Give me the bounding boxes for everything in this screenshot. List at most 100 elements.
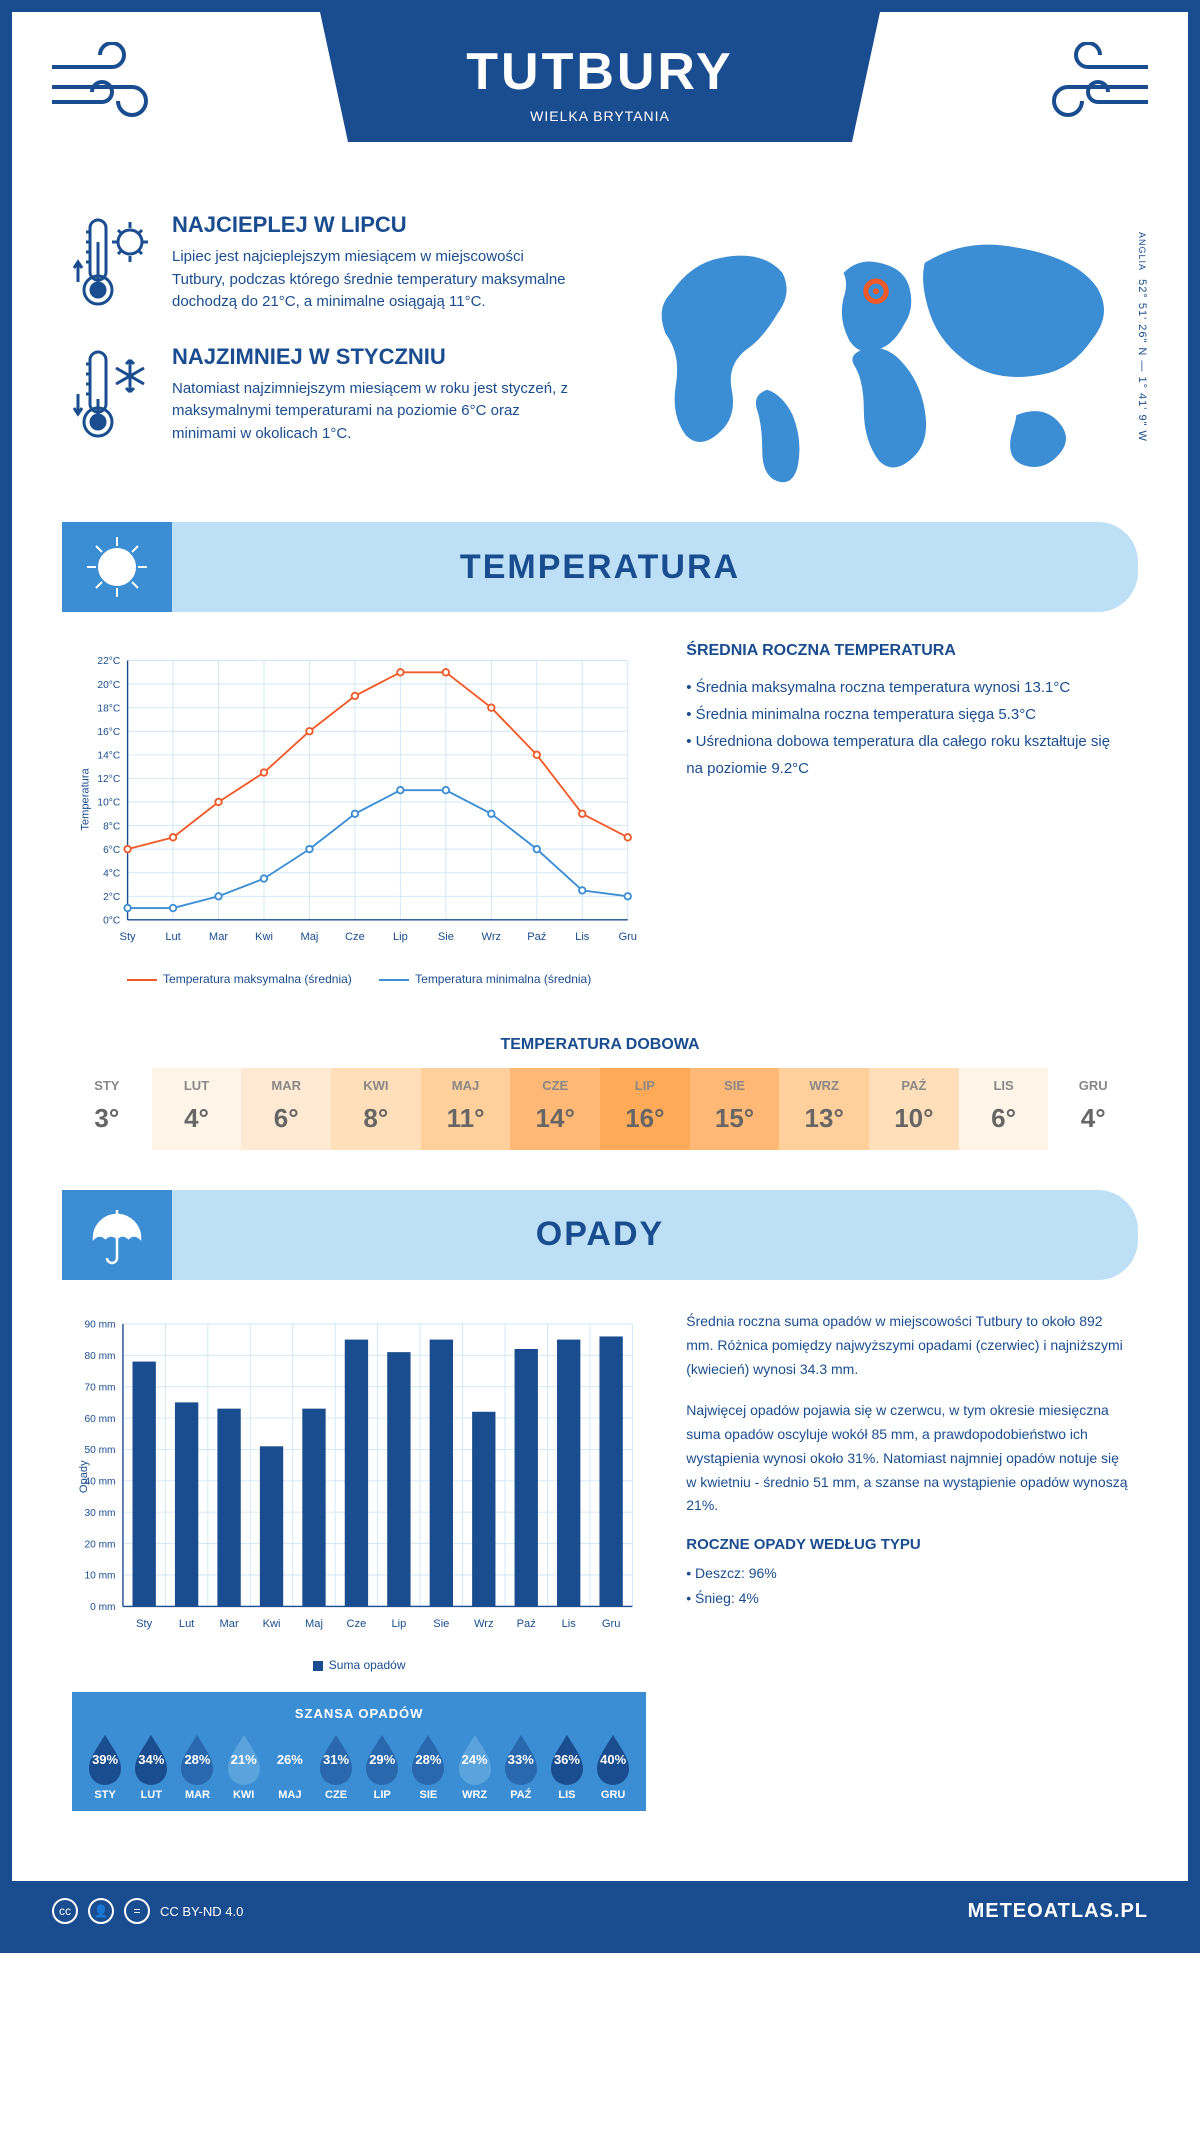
- daily-temp-cell: GRU4°: [1048, 1068, 1138, 1150]
- daily-temp-cell: LUT4°: [152, 1068, 242, 1150]
- daily-temp-title: TEMPERATURA DOBOWA: [12, 1036, 1188, 1054]
- warmest-text: Lipiec jest najcieplejszym miesiącem w m…: [172, 246, 580, 314]
- svg-text:Cze: Cze: [347, 1618, 367, 1630]
- rain-chance-drop: 36%LIS: [544, 1731, 590, 1801]
- warmest-title: NAJCIEPLEJ W LIPCU: [172, 212, 580, 238]
- wind-icon: [1018, 42, 1158, 122]
- svg-text:Mar: Mar: [209, 931, 228, 943]
- svg-text:Maj: Maj: [301, 931, 319, 943]
- svg-text:18°C: 18°C: [97, 703, 120, 714]
- temp-avg-info: ŚREDNIA ROCZNA TEMPERATURA • Średnia mak…: [686, 642, 1128, 986]
- page-title: TUTBURY: [320, 42, 880, 102]
- svg-text:Sty: Sty: [120, 931, 136, 943]
- infographic-frame: TUTBURY WIELKA BRYTANIA NAJCIEPLEJ W LIP…: [0, 0, 1200, 1953]
- daily-temp-cell: CZE14°: [510, 1068, 600, 1150]
- daily-temp-cell: SIE15°: [690, 1068, 780, 1150]
- svg-text:Gru: Gru: [602, 1618, 621, 1630]
- cc-icon: cc: [52, 1898, 78, 1924]
- daily-temp-cell: MAR6°: [241, 1068, 331, 1150]
- svg-text:Mar: Mar: [220, 1618, 239, 1630]
- precipitation-bar-chart: 0 mm10 mm20 mm30 mm40 mm50 mm60 mm70 mm8…: [72, 1310, 646, 1643]
- svg-text:Opady: Opady: [78, 1460, 90, 1493]
- world-map: [620, 212, 1128, 492]
- svg-text:Lut: Lut: [165, 931, 180, 943]
- rain-chance-drop: 33%PAŹ: [498, 1731, 544, 1801]
- svg-text:Maj: Maj: [305, 1618, 323, 1630]
- svg-text:Paź: Paź: [527, 931, 546, 943]
- daily-temp-cell: STY3°: [62, 1068, 152, 1150]
- temperature-line-chart: 0°C2°C4°C6°C8°C10°C12°C14°C16°C18°C20°C2…: [72, 642, 646, 957]
- rain-chance-drop: 24%WRZ: [452, 1731, 498, 1801]
- precipitation-title: OPADY: [536, 1215, 664, 1254]
- wind-icon: [42, 42, 182, 122]
- svg-text:20 mm: 20 mm: [84, 1539, 115, 1550]
- svg-text:30 mm: 30 mm: [84, 1508, 115, 1519]
- svg-text:50 mm: 50 mm: [84, 1445, 115, 1456]
- warmest-block: NAJCIEPLEJ W LIPCU Lipiec jest najcieple…: [72, 212, 580, 314]
- site-name: METEOATLAS.PL: [968, 1900, 1148, 1923]
- rain-chance-drop: 29%LIP: [359, 1731, 405, 1801]
- precip-by-type: ROCZNE OPADY WEDŁUG TYPU • Deszcz: 96% •…: [686, 1536, 1128, 1611]
- svg-text:60 mm: 60 mm: [84, 1414, 115, 1425]
- svg-text:0°C: 0°C: [103, 916, 120, 927]
- daily-temp-cell: WRZ13°: [779, 1068, 869, 1150]
- svg-text:Kwi: Kwi: [255, 931, 273, 943]
- thermometer-cold-icon: [72, 344, 152, 444]
- svg-text:4°C: 4°C: [103, 868, 120, 879]
- svg-text:10 mm: 10 mm: [84, 1571, 115, 1582]
- svg-text:Cze: Cze: [345, 931, 365, 943]
- svg-text:80 mm: 80 mm: [84, 1351, 115, 1362]
- temperature-header: TEMPERATURA: [62, 522, 1138, 612]
- precip-info: Średnia roczna suma opadów w miejscowośc…: [686, 1310, 1128, 1831]
- daily-temp-cell: PAŹ10°: [869, 1068, 959, 1150]
- svg-text:6°C: 6°C: [103, 845, 120, 856]
- svg-text:Sie: Sie: [438, 931, 454, 943]
- rain-chance-box: SZANSA OPADÓW 39%STY34%LUT28%MAR21%KWI26…: [72, 1692, 646, 1811]
- rain-chance-drop: 21%KWI: [221, 1731, 267, 1801]
- precip-legend: Suma opadów: [72, 1658, 646, 1672]
- page-subtitle: WIELKA BRYTANIA: [320, 108, 880, 124]
- svg-text:70 mm: 70 mm: [84, 1382, 115, 1393]
- temp-legend: Temperatura maksymalna (średnia) Tempera…: [72, 972, 646, 986]
- svg-text:Lut: Lut: [179, 1618, 194, 1630]
- rain-chance-drop: 26%MAJ: [267, 1731, 313, 1801]
- svg-text:14°C: 14°C: [97, 751, 120, 762]
- sun-icon: [62, 522, 172, 612]
- svg-text:Sty: Sty: [136, 1618, 152, 1630]
- header: TUTBURY WIELKA BRYTANIA: [12, 12, 1188, 182]
- svg-text:90 mm: 90 mm: [84, 1320, 115, 1331]
- svg-text:Paź: Paź: [517, 1618, 536, 1630]
- daily-temp-cell: LIP16°: [600, 1068, 690, 1150]
- rain-chance-drop: 39%STY: [82, 1731, 128, 1801]
- svg-text:8°C: 8°C: [103, 821, 120, 832]
- thermometer-hot-icon: [72, 212, 152, 312]
- svg-text:Wrz: Wrz: [474, 1618, 494, 1630]
- svg-text:Lip: Lip: [393, 931, 408, 943]
- rain-chance-drop: 31%CZE: [313, 1731, 359, 1801]
- coldest-title: NAJZIMNIEJ W STYCZNIU: [172, 344, 580, 370]
- umbrella-icon: [62, 1190, 172, 1280]
- svg-text:Lip: Lip: [391, 1618, 406, 1630]
- precipitation-chart-row: 0 mm10 mm20 mm30 mm40 mm50 mm60 mm70 mm8…: [12, 1280, 1188, 1861]
- rain-chance-drop: 28%MAR: [174, 1731, 220, 1801]
- svg-text:10°C: 10°C: [97, 798, 120, 809]
- svg-text:Lis: Lis: [562, 1618, 577, 1630]
- rain-chance-drop: 28%SIE: [405, 1731, 451, 1801]
- intro-section: NAJCIEPLEJ W LIPCU Lipiec jest najcieple…: [12, 182, 1188, 522]
- svg-text:12°C: 12°C: [97, 774, 120, 785]
- svg-text:Gru: Gru: [618, 931, 637, 943]
- rain-chance-drop: 34%LUT: [128, 1731, 174, 1801]
- title-banner: TUTBURY WIELKA BRYTANIA: [320, 12, 880, 142]
- by-icon: 👤: [88, 1898, 114, 1924]
- svg-text:Wrz: Wrz: [482, 931, 502, 943]
- rain-chance-drop: 40%GRU: [590, 1731, 636, 1801]
- coldest-block: NAJZIMNIEJ W STYCZNIU Natomiast najzimni…: [72, 344, 580, 446]
- daily-temp-strip: STY3°LUT4°MAR6°KWI8°MAJ11°CZE14°LIP16°SI…: [62, 1068, 1138, 1150]
- coldest-text: Natomiast najzimniejszym miesiącem w rok…: [172, 378, 580, 446]
- svg-text:Kwi: Kwi: [263, 1618, 281, 1630]
- svg-text:Sie: Sie: [433, 1618, 449, 1630]
- precipitation-header: OPADY: [62, 1190, 1138, 1280]
- coordinates: ANGLIA 52° 51' 26" N — 1° 41' 9" W: [1136, 232, 1148, 442]
- daily-temp-cell: KWI8°: [331, 1068, 421, 1150]
- svg-text:2°C: 2°C: [103, 892, 120, 903]
